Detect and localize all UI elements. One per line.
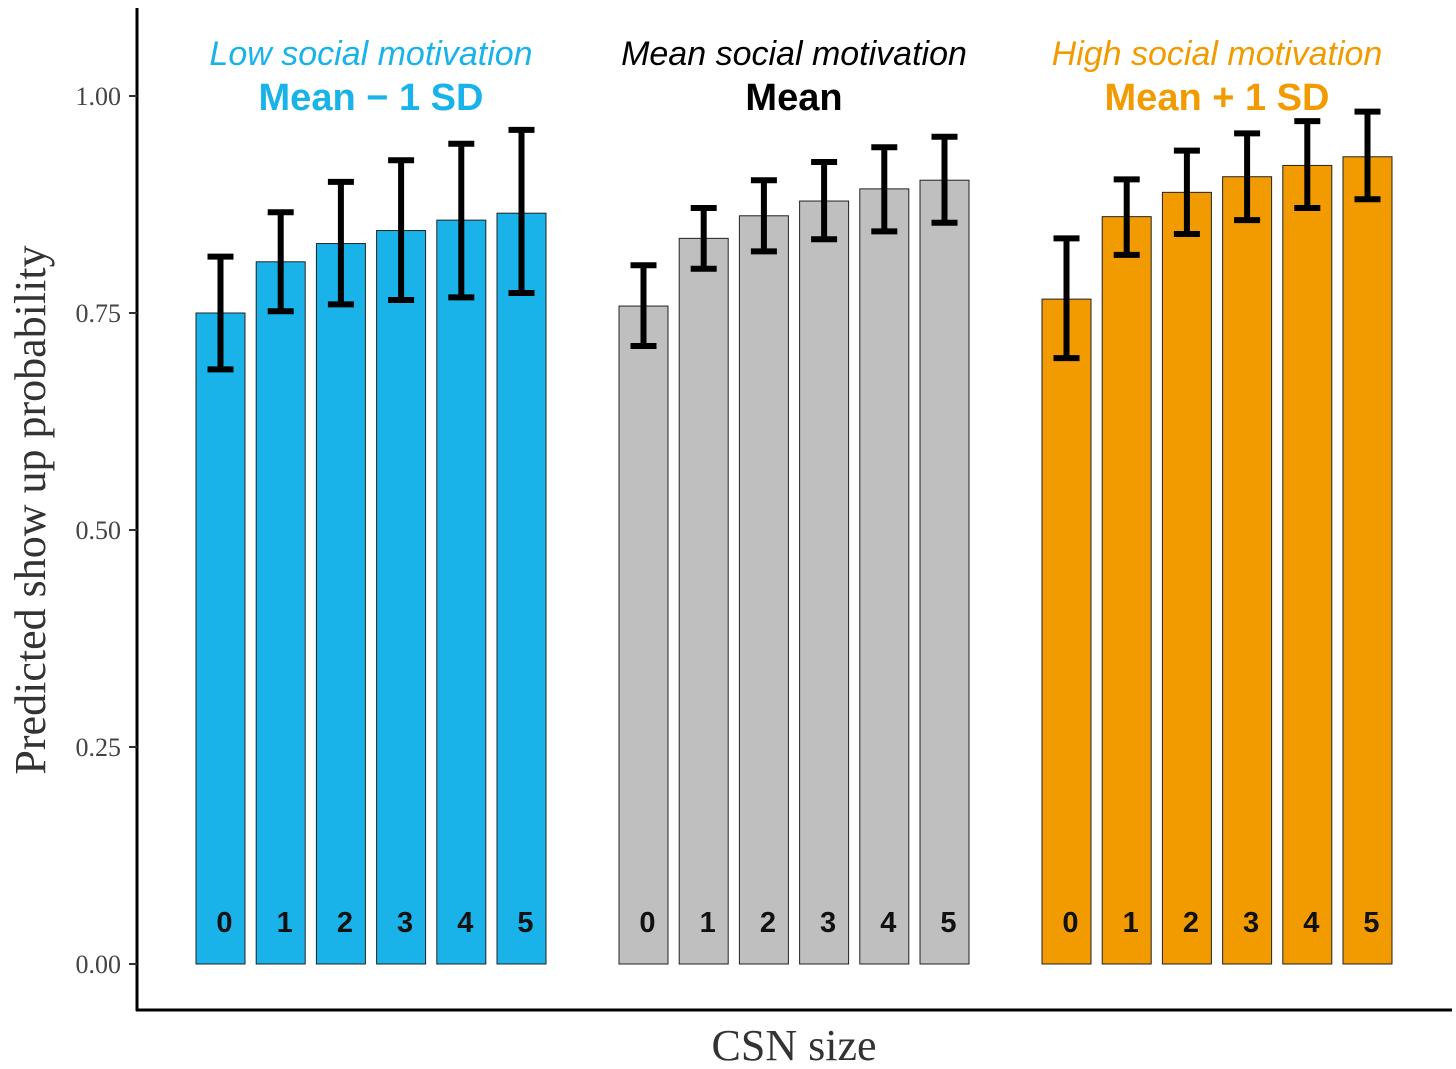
bar-category-label: 5 <box>517 907 533 939</box>
bar-category-label: 4 <box>1303 907 1319 939</box>
bar <box>678 237 729 965</box>
bar-category-label: 2 <box>1183 907 1199 939</box>
y-tick-label: 0.00 <box>76 950 122 979</box>
bar-category-label: 1 <box>700 907 716 939</box>
bar <box>376 230 427 965</box>
bar-group-2: 0 1 2 3 4 5 <box>618 133 970 965</box>
group-titles: Low social motivation Mean − 1 SD Mean soc… <box>209 35 1382 119</box>
group-title: Mean social motivation <box>621 35 967 73</box>
bar-category-label: 0 <box>639 907 655 939</box>
bar <box>738 215 789 965</box>
axes <box>135 8 1452 1012</box>
y-axis-label: Predicted show up probability <box>6 245 55 774</box>
bar-category-label: 0 <box>1062 907 1078 939</box>
bar-group-3: 0 1 2 3 4 5 <box>1041 108 1393 965</box>
bar <box>436 219 487 965</box>
bar <box>799 200 850 965</box>
y-tick-label: 1.00 <box>76 82 122 111</box>
y-tick-label: 0.75 <box>76 299 122 328</box>
bar <box>255 261 306 965</box>
bars: 0 1 2 3 4 5 0 1 2 3 4 5 0 1 2 3 4 5 <box>195 108 1393 965</box>
bar-category-label: 3 <box>1243 907 1259 939</box>
y-tick-label: 0.25 <box>76 733 122 762</box>
bar <box>1342 156 1393 965</box>
bar <box>618 305 669 965</box>
x-axis-label: CSN size <box>712 1021 877 1069</box>
bar <box>859 188 910 965</box>
group-title: Low social motivation <box>209 35 532 73</box>
group-subtitle: Mean − 1 SD <box>259 77 484 119</box>
bar-category-label: 3 <box>820 907 836 939</box>
bar-group-1: 0 1 2 3 4 5 <box>195 126 547 965</box>
bar <box>195 312 246 965</box>
bar <box>1041 298 1092 965</box>
bar-category-label: 2 <box>760 907 776 939</box>
y-tick-label: 0.50 <box>76 516 122 545</box>
group-subtitle: Mean + 1 SD <box>1105 77 1330 119</box>
bar <box>315 243 366 965</box>
bar-category-label: 2 <box>337 907 353 939</box>
bar <box>1101 216 1152 965</box>
group-title: High social motivation <box>1052 35 1383 73</box>
bar <box>1282 164 1333 965</box>
bar-category-label: 0 <box>216 907 232 939</box>
bar-category-label: 4 <box>457 907 473 939</box>
bar <box>1222 176 1273 965</box>
bar-category-label: 5 <box>1363 907 1379 939</box>
bar-category-label: 3 <box>397 907 413 939</box>
bar <box>496 212 547 965</box>
bar-category-label: 1 <box>277 907 293 939</box>
bar-category-label: 5 <box>940 907 956 939</box>
group-subtitle: Mean <box>745 77 842 119</box>
bar <box>919 179 970 965</box>
bar <box>1161 191 1212 965</box>
bar-category-label: 4 <box>880 907 896 939</box>
bar-category-label: 1 <box>1123 907 1139 939</box>
y-ticks: 0.00 0.25 0.50 0.75 1.00 <box>76 82 137 979</box>
